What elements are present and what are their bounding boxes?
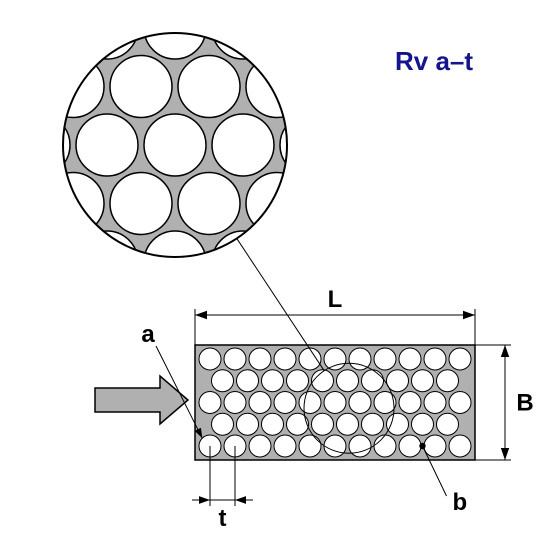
feed-arrow xyxy=(95,376,188,424)
plate xyxy=(195,345,475,460)
label-a: a xyxy=(141,321,155,348)
title-text: Rv a–t xyxy=(395,46,473,76)
label-B: B xyxy=(516,390,533,417)
label-b: b xyxy=(453,489,468,516)
label-L: L xyxy=(328,286,343,313)
label-t: t xyxy=(219,505,227,532)
zoom-detail xyxy=(0,0,376,293)
